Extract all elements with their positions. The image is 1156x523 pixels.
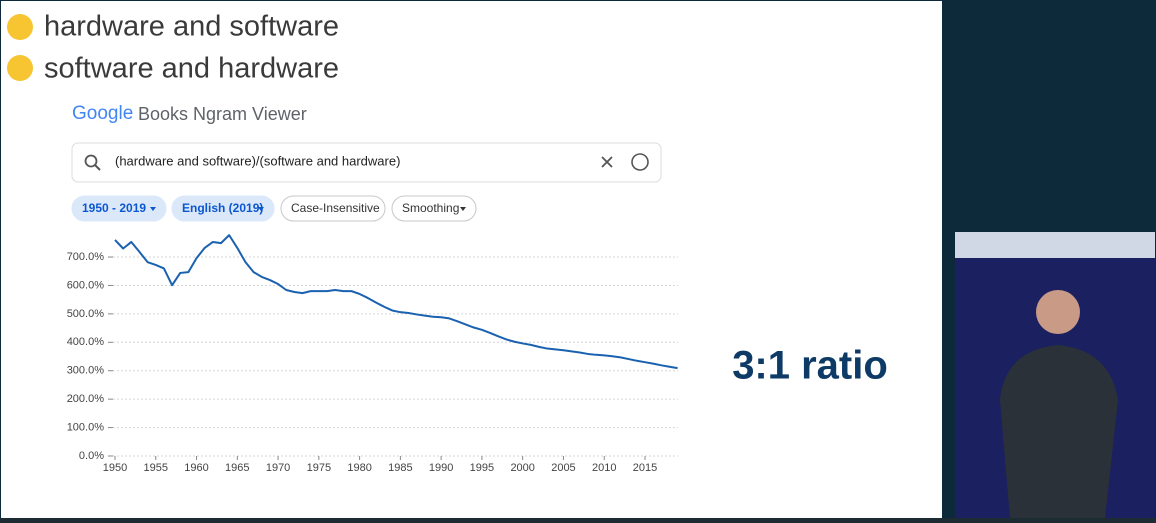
chip-label: 1950 - 2019 [82, 201, 146, 215]
clear-button[interactable] [601, 156, 613, 168]
callout: 3:1 ratio [732, 344, 888, 388]
x-tick-label: 1995 [470, 462, 494, 474]
x-tick-label: 1960 [184, 462, 208, 474]
help-button[interactable] [631, 153, 649, 171]
x-tick-label: 2000 [510, 462, 534, 474]
y-tick-label: 600.0% [67, 279, 105, 291]
slide-line: software and hardware [44, 53, 339, 85]
x-tick-label: 1965 [225, 462, 249, 474]
speaker-body [1000, 345, 1118, 518]
x-tick-label: 1955 [144, 462, 168, 474]
y-tick-label: 200.0% [67, 393, 105, 405]
bottom-bar [0, 518, 1156, 523]
x-tick-label: 2010 [592, 462, 616, 474]
x-tick-label: 1950 [103, 462, 127, 474]
query: (hardware and software)/(software and ha… [115, 153, 400, 168]
slide [1, 1, 942, 518]
y-tick-label: 700.0% [67, 251, 105, 263]
filter-chip[interactable] [280, 195, 386, 222]
x-tick-label: 2005 [551, 462, 575, 474]
app-name: Books Ngram Viewer [138, 104, 307, 124]
filter-chip[interactable] [171, 195, 275, 222]
speaker-head [1036, 290, 1080, 334]
dropdown-arrow [460, 207, 466, 211]
x-tick-label: 1970 [266, 462, 290, 474]
emoji-icon [7, 55, 33, 81]
emoji-icon [7, 14, 33, 40]
x-tick-label: 1985 [388, 462, 412, 474]
search-box[interactable] [71, 142, 662, 183]
y-tick-label: 500.0% [67, 308, 105, 320]
chip-label: Case-Insensitive [291, 201, 380, 215]
dropdown-arrow [258, 207, 264, 211]
chip-label: Smoothing [402, 201, 459, 215]
x-tick-label: 1990 [429, 462, 453, 474]
slide-line: hardware and software [44, 11, 339, 43]
y-tick-label: 0.0% [79, 450, 104, 462]
dropdown-arrow [150, 207, 156, 211]
chart: 0.0% 100.0% 200.0% 300.0% 400.0% 500.0% 600.0%… [67, 234, 678, 474]
search-icon [94, 164, 101, 171]
x-tick-label: 2015 [633, 462, 657, 474]
chip-label: English (2019) [182, 201, 263, 215]
y-tick-label: 300.0% [67, 365, 105, 377]
chips: 1950 - 2019 English (2019) Case-Insensitiv… [71, 195, 477, 222]
data-line [114, 234, 678, 370]
y-tick-label: 400.0% [67, 336, 105, 348]
x-tick-label: 1980 [347, 462, 371, 474]
x-tick-label: 1975 [307, 462, 331, 474]
search-icon [84, 154, 98, 168]
y-tick-label: 100.0% [67, 421, 105, 433]
logo: Google [72, 103, 133, 124]
video-ceiling [955, 232, 1155, 258]
filter-chip[interactable] [71, 195, 167, 222]
filter-chip[interactable] [391, 195, 477, 222]
